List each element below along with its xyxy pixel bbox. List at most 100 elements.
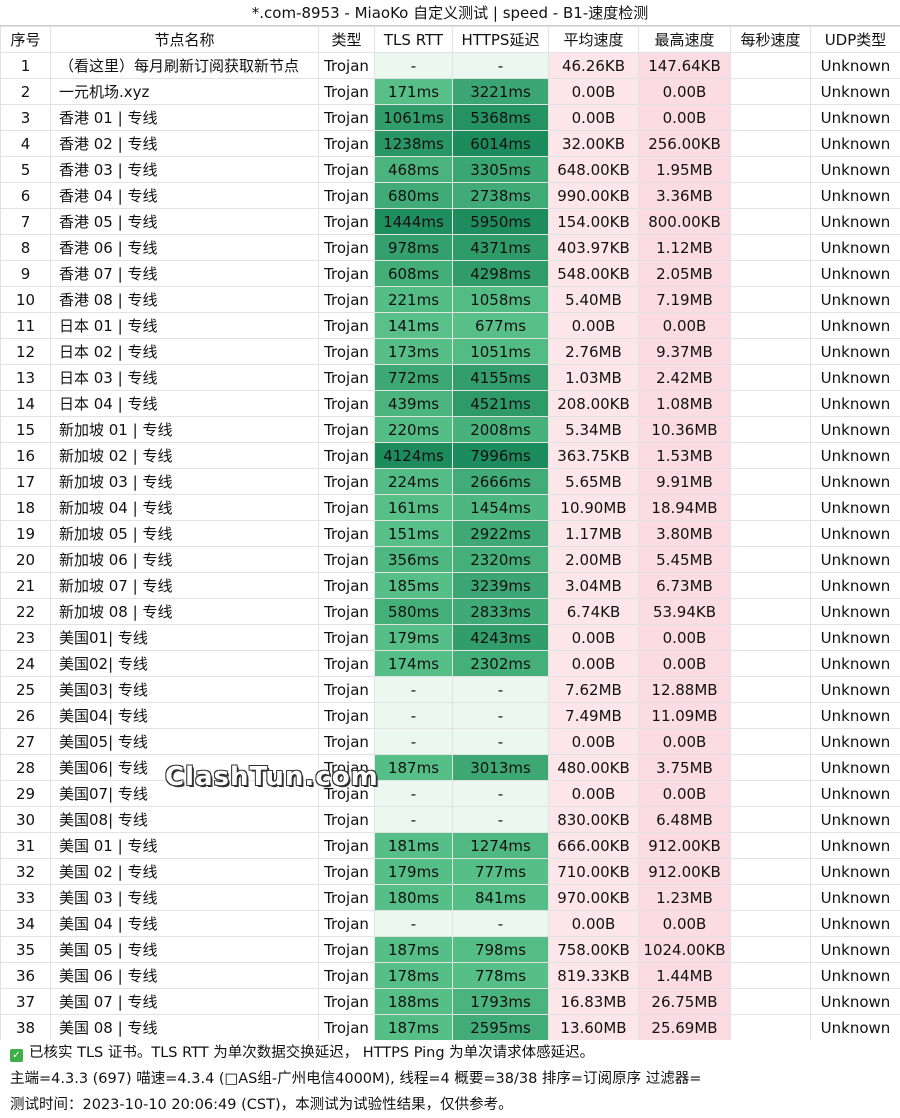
cell: 2738ms [452,182,549,209]
header-row: 序号 节点名称 类型 TLS RTT HTTPS延迟 平均速度 最高速度 每秒速度 UDP类型 [0,26,900,53]
cell: 4243ms [452,624,549,651]
table-row: 36 美国 06 | 专线 Trojan 178ms 778ms 819.33KB 1.44… [0,962,900,989]
cell: 美国 05 | 专线 [50,936,319,963]
cell: 174ms [374,650,453,677]
cell: Unknown [810,962,900,989]
cell: Unknown [810,156,900,183]
cell: Unknown [810,988,900,1015]
cell: 16 [0,442,51,469]
cell: 187ms [374,754,453,781]
cell: 0.00B [548,650,639,677]
cell: 53.94KB [638,598,731,625]
cell: 151ms [374,520,453,547]
cell: 美国 08 | 专线 [50,1014,319,1041]
cell: Trojan [318,156,375,183]
cell: Trojan [318,468,375,495]
cell: Unknown [810,520,900,547]
sparkline-cell [730,754,811,781]
cell: 180ms [374,884,453,911]
cell: Unknown [810,338,900,365]
cell: - [452,780,549,807]
cell: 美国 03 | 专线 [50,884,319,911]
table-body: 1 （看这里）每月刷新订阅获取新节点 Trojan - -46.26KB 147.64KB… [0,52,900,1041]
check-icon: ✓ [10,1049,23,1062]
cell: 758.00KB [548,936,639,963]
cell: 4124ms [374,442,453,469]
cell: - [452,702,549,729]
cell: 0.00B [638,624,731,651]
cell: 6.73MB [638,572,731,599]
sparkline-cell [730,858,811,885]
cell: 173ms [374,338,453,365]
cell: 0.00B [548,312,639,339]
cell: Unknown [810,650,900,677]
cell: 美国05| 专线 [50,728,319,755]
cell: 3221ms [452,78,549,105]
cell: 新加坡 07 | 专线 [50,572,319,599]
cell: 0.00B [638,312,731,339]
sparkline-cell [730,1014,811,1041]
table-row: 25 美国03| 专线 Trojan - -7.62MB 12.88MB Unknown [0,676,900,703]
cell: Unknown [810,130,900,157]
sparkline-cell [730,182,811,209]
cell: 1238ms [374,130,453,157]
cell: 4521ms [452,390,549,417]
cell: 17 [0,468,51,495]
cell: 新加坡 02 | 专线 [50,442,319,469]
column-header: 每秒速度 [730,26,811,53]
sparkline-cell [730,988,811,1015]
table-row: 10 香港 08 | 专线 Trojan 221ms 1058ms 5.40MB 7.19M… [0,286,900,313]
cell: 648.00KB [548,156,639,183]
table-row: 6 香港 04 | 专线 Trojan 680ms 2738ms 990.00KB 3.36… [0,182,900,209]
cell: 187ms [374,1014,453,1041]
cell: 5.40MB [548,286,639,313]
cell: Trojan [318,962,375,989]
cell: 香港 03 | 专线 [50,156,319,183]
cell: 7996ms [452,442,549,469]
cell: 7 [0,208,51,235]
cell: 188ms [374,988,453,1015]
cell: Unknown [810,312,900,339]
cell: 日本 04 | 专线 [50,390,319,417]
cell: 日本 02 | 专线 [50,338,319,365]
cell: 香港 07 | 专线 [50,260,319,287]
cell: Trojan [318,520,375,547]
cell: 7.19MB [638,286,731,313]
sparkline-cell [730,806,811,833]
cell: Trojan [318,598,375,625]
cell: 0.00B [548,910,639,937]
cell: 841ms [452,884,549,911]
table-row: 1 （看这里）每月刷新订阅获取新节点 Trojan - -46.26KB 147.64KB… [0,52,900,79]
cell: - [374,702,453,729]
cell: 978ms [374,234,453,261]
cell: 548.00KB [548,260,639,287]
cell: Trojan [318,832,375,859]
cell: - [452,806,549,833]
cell: 19 [0,520,51,547]
cell: 1051ms [452,338,549,365]
cell: Unknown [810,260,900,287]
sparkline-cell [730,780,811,807]
cell: 香港 02 | 专线 [50,130,319,157]
cell: 710.00KB [548,858,639,885]
cell: 3.36MB [638,182,731,209]
cell: 1061ms [374,104,453,131]
cell: Trojan [318,104,375,131]
sparkline-cell [730,702,811,729]
cell: 香港 04 | 专线 [50,182,319,209]
cell: 1 [0,52,51,79]
cell: Trojan [318,884,375,911]
cell: 美国08| 专线 [50,806,319,833]
cell: 1.95MB [638,156,731,183]
cell: - [374,676,453,703]
cell: 6014ms [452,130,549,157]
sparkline-cell [730,156,811,183]
footer-line: ✓ 已核实 TLS 证书。TLS RTT 为单次数据交换延迟， HTTPS Pin… [0,1040,900,1066]
cell: 香港 05 | 专线 [50,208,319,235]
cell: 31 [0,832,51,859]
cell: 4371ms [452,234,549,261]
cell: 1.17MB [548,520,639,547]
cell: 1.23MB [638,884,731,911]
cell: 26 [0,702,51,729]
cell: Unknown [810,832,900,859]
